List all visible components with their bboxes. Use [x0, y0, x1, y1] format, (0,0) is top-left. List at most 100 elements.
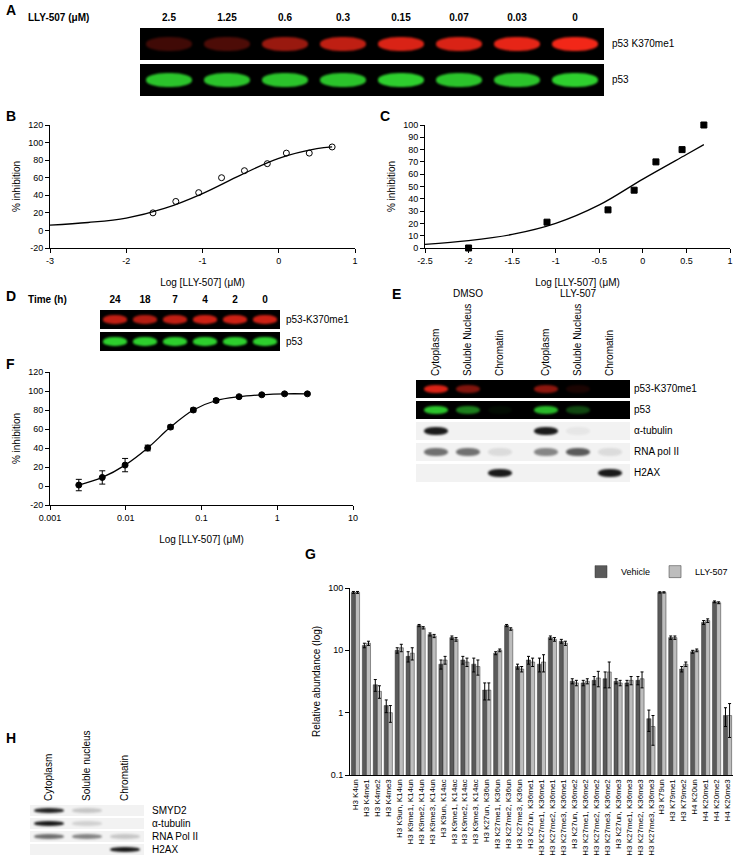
svg-text:50: 50	[408, 182, 418, 192]
svg-text:H4 K20me2: H4 K20me2	[712, 779, 721, 822]
html-text:SMYD2: SMYD2	[152, 804, 187, 816]
svg-text:40: 40	[33, 190, 43, 200]
svg-text:-0.5: -0.5	[592, 256, 608, 266]
svg-text:-2.5: -2.5	[417, 256, 433, 266]
svg-text:H3 K9me2, K14ac: H3 K9me2, K14ac	[461, 779, 470, 844]
svg-text:H3 K27un, K36me1: H3 K27un, K36me1	[526, 779, 535, 849]
svg-text:% inhibition: % inhibition	[11, 413, 22, 464]
svg-text:0.01: 0.01	[117, 513, 135, 523]
svg-text:Vehicle: Vehicle	[621, 567, 650, 577]
svg-text:H4 K20me3: H4 K20me3	[723, 779, 732, 822]
svg-text:Relative abundance (log): Relative abundance (log)	[311, 626, 322, 737]
svg-text:100: 100	[28, 138, 43, 148]
svg-text:60: 60	[408, 169, 418, 179]
svg-text:0: 0	[38, 481, 43, 491]
svg-text:H3 K27me3, K36me3: H3 K27me3, K36me3	[647, 779, 656, 856]
svg-text:H3 K27me2, K36me3: H3 K27me2, K36me3	[636, 779, 645, 856]
svg-text:H3 K4me1: H3 K4me1	[362, 779, 371, 817]
svg-text:LLY-507: LLY-507	[695, 567, 728, 577]
html-text:p53: p53	[286, 335, 303, 347]
svg-text:H3 K9me3, K14ac: H3 K9me3, K14ac	[471, 779, 480, 844]
svg-text:Log [LLY-507] (μM): Log [LLY-507] (μM)	[160, 277, 245, 288]
svg-text:1: 1	[275, 513, 280, 523]
svg-text:H3 K27me1, K36me1: H3 K27me1, K36me1	[537, 779, 546, 856]
svg-text:0: 0	[413, 243, 418, 253]
svg-text:90: 90	[408, 132, 418, 142]
svg-text:-1: -1	[198, 256, 206, 266]
svg-text:H3 K27me3, K36un: H3 K27me3, K36un	[515, 779, 524, 849]
svg-text:80: 80	[33, 155, 43, 165]
svg-text:60: 60	[33, 173, 43, 183]
svg-text:H3 K79me1: H3 K79me1	[668, 779, 677, 822]
svg-text:H3 K27me3, K36me2: H3 K27me3, K36me2	[603, 779, 612, 856]
svg-text:H3 K4un: H3 K4un	[351, 779, 360, 810]
svg-text:0.1: 0.1	[331, 770, 344, 780]
svg-text:1: 1	[727, 256, 732, 266]
svg-text:-3: -3	[46, 256, 54, 266]
svg-text:0.1: 0.1	[195, 513, 208, 523]
svg-text:H3 K27me2, K36un: H3 K27me2, K36un	[504, 779, 513, 849]
svg-text:H3 K27me2, K36me2: H3 K27me2, K36me2	[592, 779, 601, 856]
svg-text:H3 K27me1, K36me2: H3 K27me1, K36me2	[581, 779, 590, 856]
svg-text:10: 10	[333, 645, 343, 655]
svg-text:30: 30	[408, 206, 418, 216]
html-text:H2AX: H2AX	[152, 843, 179, 855]
svg-text:H3 K27me2, K36me1: H3 K27me2, K36me1	[548, 779, 557, 856]
svg-text:-2: -2	[465, 256, 473, 266]
svg-text:H4 K20un: H4 K20un	[690, 779, 699, 815]
svg-text:H3 K9un, K14un: H3 K9un, K14un	[395, 779, 404, 838]
svg-text:0: 0	[276, 256, 281, 266]
html-text:p53-K370me1: p53-K370me1	[286, 313, 349, 325]
svg-text:H4 K20me1: H4 K20me1	[701, 779, 710, 822]
svg-text:40: 40	[33, 443, 43, 453]
svg-text:100: 100	[328, 583, 343, 593]
svg-text:H3 K27me3, K36me1: H3 K27me3, K36me1	[559, 779, 568, 856]
svg-text:H3 K9me1, K14un: H3 K9me1, K14un	[406, 779, 415, 844]
svg-text:-20: -20	[30, 500, 43, 510]
svg-text:120: 120	[28, 367, 43, 377]
html-text:α-tubulin: α-tubulin	[152, 817, 191, 829]
svg-text:100: 100	[403, 120, 418, 130]
svg-text:0: 0	[38, 226, 43, 236]
svg-text:20: 20	[408, 219, 418, 229]
svg-text:80: 80	[33, 405, 43, 415]
svg-text:Log [LLY-507] (μM): Log [LLY-507] (μM)	[535, 277, 620, 288]
svg-text:70: 70	[408, 157, 418, 167]
svg-text:H3 K27me1, K36me3: H3 K27me1, K36me3	[625, 779, 634, 856]
svg-text:0.5: 0.5	[680, 256, 693, 266]
svg-text:H3 K79un: H3 K79un	[657, 779, 666, 815]
svg-text:H3 K4me3: H3 K4me3	[384, 779, 393, 817]
svg-text:20: 20	[33, 462, 43, 472]
svg-text:0.001: 0.001	[39, 513, 62, 523]
svg-text:1: 1	[338, 708, 343, 718]
svg-text:H3 K9me2, K14un: H3 K9me2, K14un	[417, 779, 426, 844]
html-text:A: A	[6, 2, 17, 18]
html-text:RNA Pol II: RNA Pol II	[152, 830, 199, 842]
svg-text:H3 K9me1, K14ac: H3 K9me1, K14ac	[450, 779, 459, 844]
svg-text:H3 K4me2: H3 K4me2	[373, 779, 382, 817]
svg-text:% inhibition: % inhibition	[11, 161, 22, 212]
svg-text:20: 20	[33, 208, 43, 218]
svg-text:Log [LLY-507] (μM): Log [LLY-507] (μM)	[159, 534, 244, 545]
svg-text:100: 100	[28, 386, 43, 396]
svg-text:0: 0	[640, 256, 645, 266]
svg-text:H3 K27un, K36un: H3 K27un, K36un	[482, 779, 491, 842]
svg-text:H3 K79me2: H3 K79me2	[679, 779, 688, 822]
svg-text:% inhibition: % inhibition	[386, 161, 397, 212]
svg-text:80: 80	[408, 145, 418, 155]
svg-text:1: 1	[352, 256, 357, 266]
svg-text:10: 10	[408, 231, 418, 241]
svg-text:10: 10	[348, 513, 358, 523]
svg-text:-1: -1	[552, 256, 560, 266]
svg-text:-2: -2	[122, 256, 130, 266]
svg-text:-1.5: -1.5	[504, 256, 520, 266]
svg-text:120: 120	[28, 120, 43, 130]
svg-text:-20: -20	[30, 243, 43, 253]
svg-text:H3 K27un, K36me3: H3 K27un, K36me3	[614, 779, 623, 849]
svg-text:60: 60	[33, 424, 43, 434]
svg-text:40: 40	[408, 194, 418, 204]
svg-text:H3 K27me1, K36un: H3 K27me1, K36un	[493, 779, 502, 849]
svg-text:H3 K27un, K36me2: H3 K27un, K36me2	[570, 779, 579, 849]
svg-text:H3 K9un, K14ac: H3 K9un, K14ac	[439, 779, 448, 837]
svg-text:H3 K9me3, K14un: H3 K9me3, K14un	[428, 779, 437, 844]
